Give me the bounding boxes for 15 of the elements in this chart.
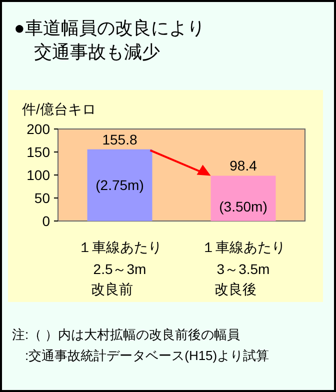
y-axis-title: 件/億台キロ — [22, 101, 96, 117]
text: 注:（ ）内は大村拡幅の改良前後の幅員 — [12, 327, 240, 342]
text: :交通事故統計データベース(H15)より試算 — [12, 348, 270, 363]
chart-title: ●車道幅員の改良により交通事故も減少 — [14, 18, 205, 62]
x-tick-label: １車線あたり 2.5～3m 改良前 — [78, 239, 162, 297]
annotation: (3.50m) — [219, 198, 268, 214]
y-tick-label: 100 — [26, 166, 50, 183]
y-tick-label: 150 — [26, 144, 50, 160]
x-tick-label: １車線あたり 3～3.5m 改良後 — [201, 239, 286, 297]
annotation: (2.75m) — [96, 177, 144, 194]
data-label: 155.8 — [102, 131, 138, 148]
y-tick-label: 200 — [26, 120, 50, 137]
y-tick-label: 50 — [34, 190, 50, 206]
data-label: 98.4 — [230, 158, 258, 174]
y-tick-label: 0 — [42, 212, 50, 229]
